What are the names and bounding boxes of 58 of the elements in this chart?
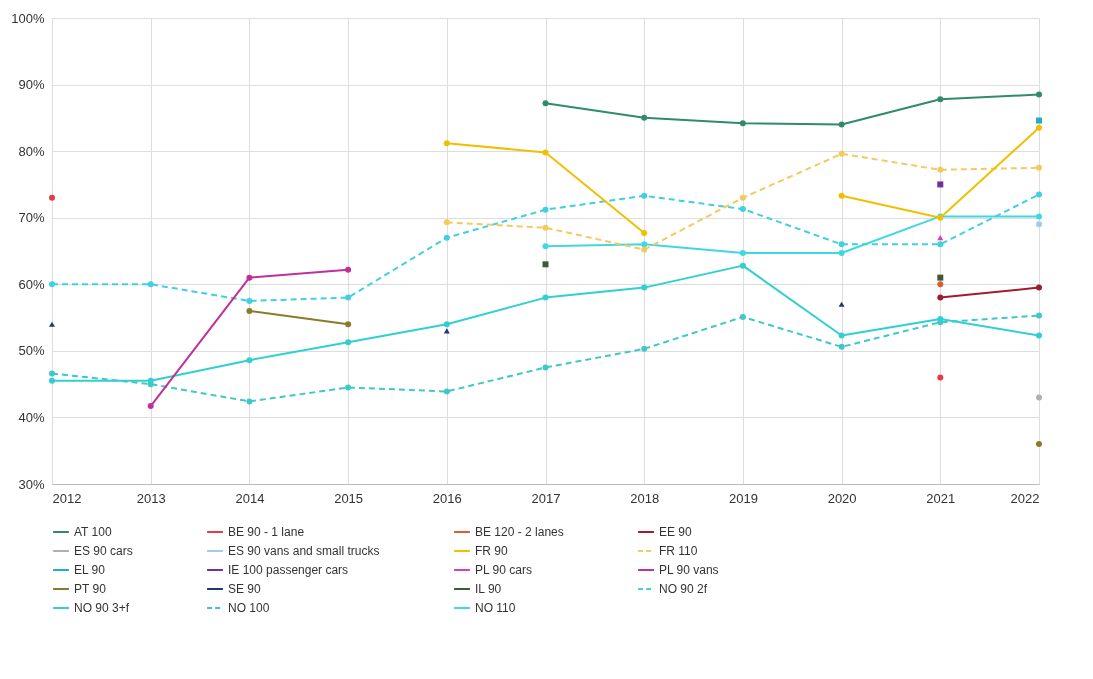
- legend-label: FR 90: [475, 544, 508, 558]
- legend-label: FR 110: [659, 544, 698, 558]
- x-tick-label: 2018: [630, 490, 660, 506]
- point: [937, 281, 944, 288]
- point: [49, 321, 55, 327]
- x-tick-label: 2013: [136, 490, 166, 506]
- legend-label: NO 110: [475, 601, 516, 615]
- point: [1036, 394, 1042, 401]
- x-tick-label: 2020: [827, 490, 857, 506]
- x-tick-label: 2014: [235, 490, 265, 506]
- x-tick-label: 2019: [728, 490, 758, 506]
- legend-label: AT 100: [74, 525, 112, 539]
- y-tick-label: 100%: [11, 10, 45, 26]
- point: [838, 301, 845, 307]
- point: [937, 241, 944, 248]
- legend-label: NO 90 2f: [659, 582, 708, 596]
- legend-label: ES 90 vans and small trucks: [228, 544, 380, 558]
- point: [937, 235, 944, 241]
- x-tick-label: 2017: [531, 490, 561, 506]
- legend-label: IL 90: [475, 582, 502, 596]
- point: [49, 377, 55, 384]
- point: [937, 274, 944, 281]
- x-tick-label: 2022: [1010, 490, 1040, 506]
- point: [1036, 191, 1042, 198]
- x-tick-label: 2021: [926, 490, 956, 506]
- point: [937, 166, 944, 173]
- legend-label: PL 90 cars: [475, 563, 532, 577]
- y-tick-label: 60%: [18, 276, 45, 292]
- point: [1036, 117, 1042, 124]
- point: [1036, 221, 1042, 228]
- y-tick-label: 80%: [18, 143, 45, 159]
- point: [246, 297, 253, 304]
- point: [49, 194, 55, 201]
- y-tick-label: 90%: [18, 77, 45, 93]
- legend-label: NO 90 3+f: [74, 601, 130, 615]
- y-tick-label: 40%: [18, 409, 45, 425]
- point: [937, 374, 944, 381]
- legend-label: NO 100: [228, 601, 270, 615]
- x-tick-label: 2012: [52, 490, 82, 506]
- x-tick-label: 2016: [432, 490, 462, 506]
- point: [542, 261, 549, 268]
- x-tick-label: 2015: [334, 490, 364, 506]
- legend-label: BE 90 - 1 lane: [228, 525, 305, 539]
- point: [937, 181, 944, 188]
- legend-label: BE 120 - 2 lanes: [475, 525, 564, 539]
- y-tick-label: 30%: [18, 476, 45, 492]
- legend-label: PL 90 vans: [659, 563, 719, 577]
- point: [147, 281, 154, 288]
- legend-label: ES 90 cars: [74, 544, 133, 558]
- point: [1036, 164, 1042, 171]
- legend-label: SE 90: [228, 582, 262, 596]
- point: [1036, 441, 1042, 448]
- legend-label: EE 90: [659, 525, 693, 539]
- legend-label: IE 100 passenger cars: [228, 563, 349, 577]
- legend-label: PT 90: [74, 582, 107, 596]
- legend-label: EL 90: [74, 563, 106, 577]
- y-tick-label: 50%: [18, 343, 45, 359]
- y-tick-label: 70%: [18, 210, 45, 226]
